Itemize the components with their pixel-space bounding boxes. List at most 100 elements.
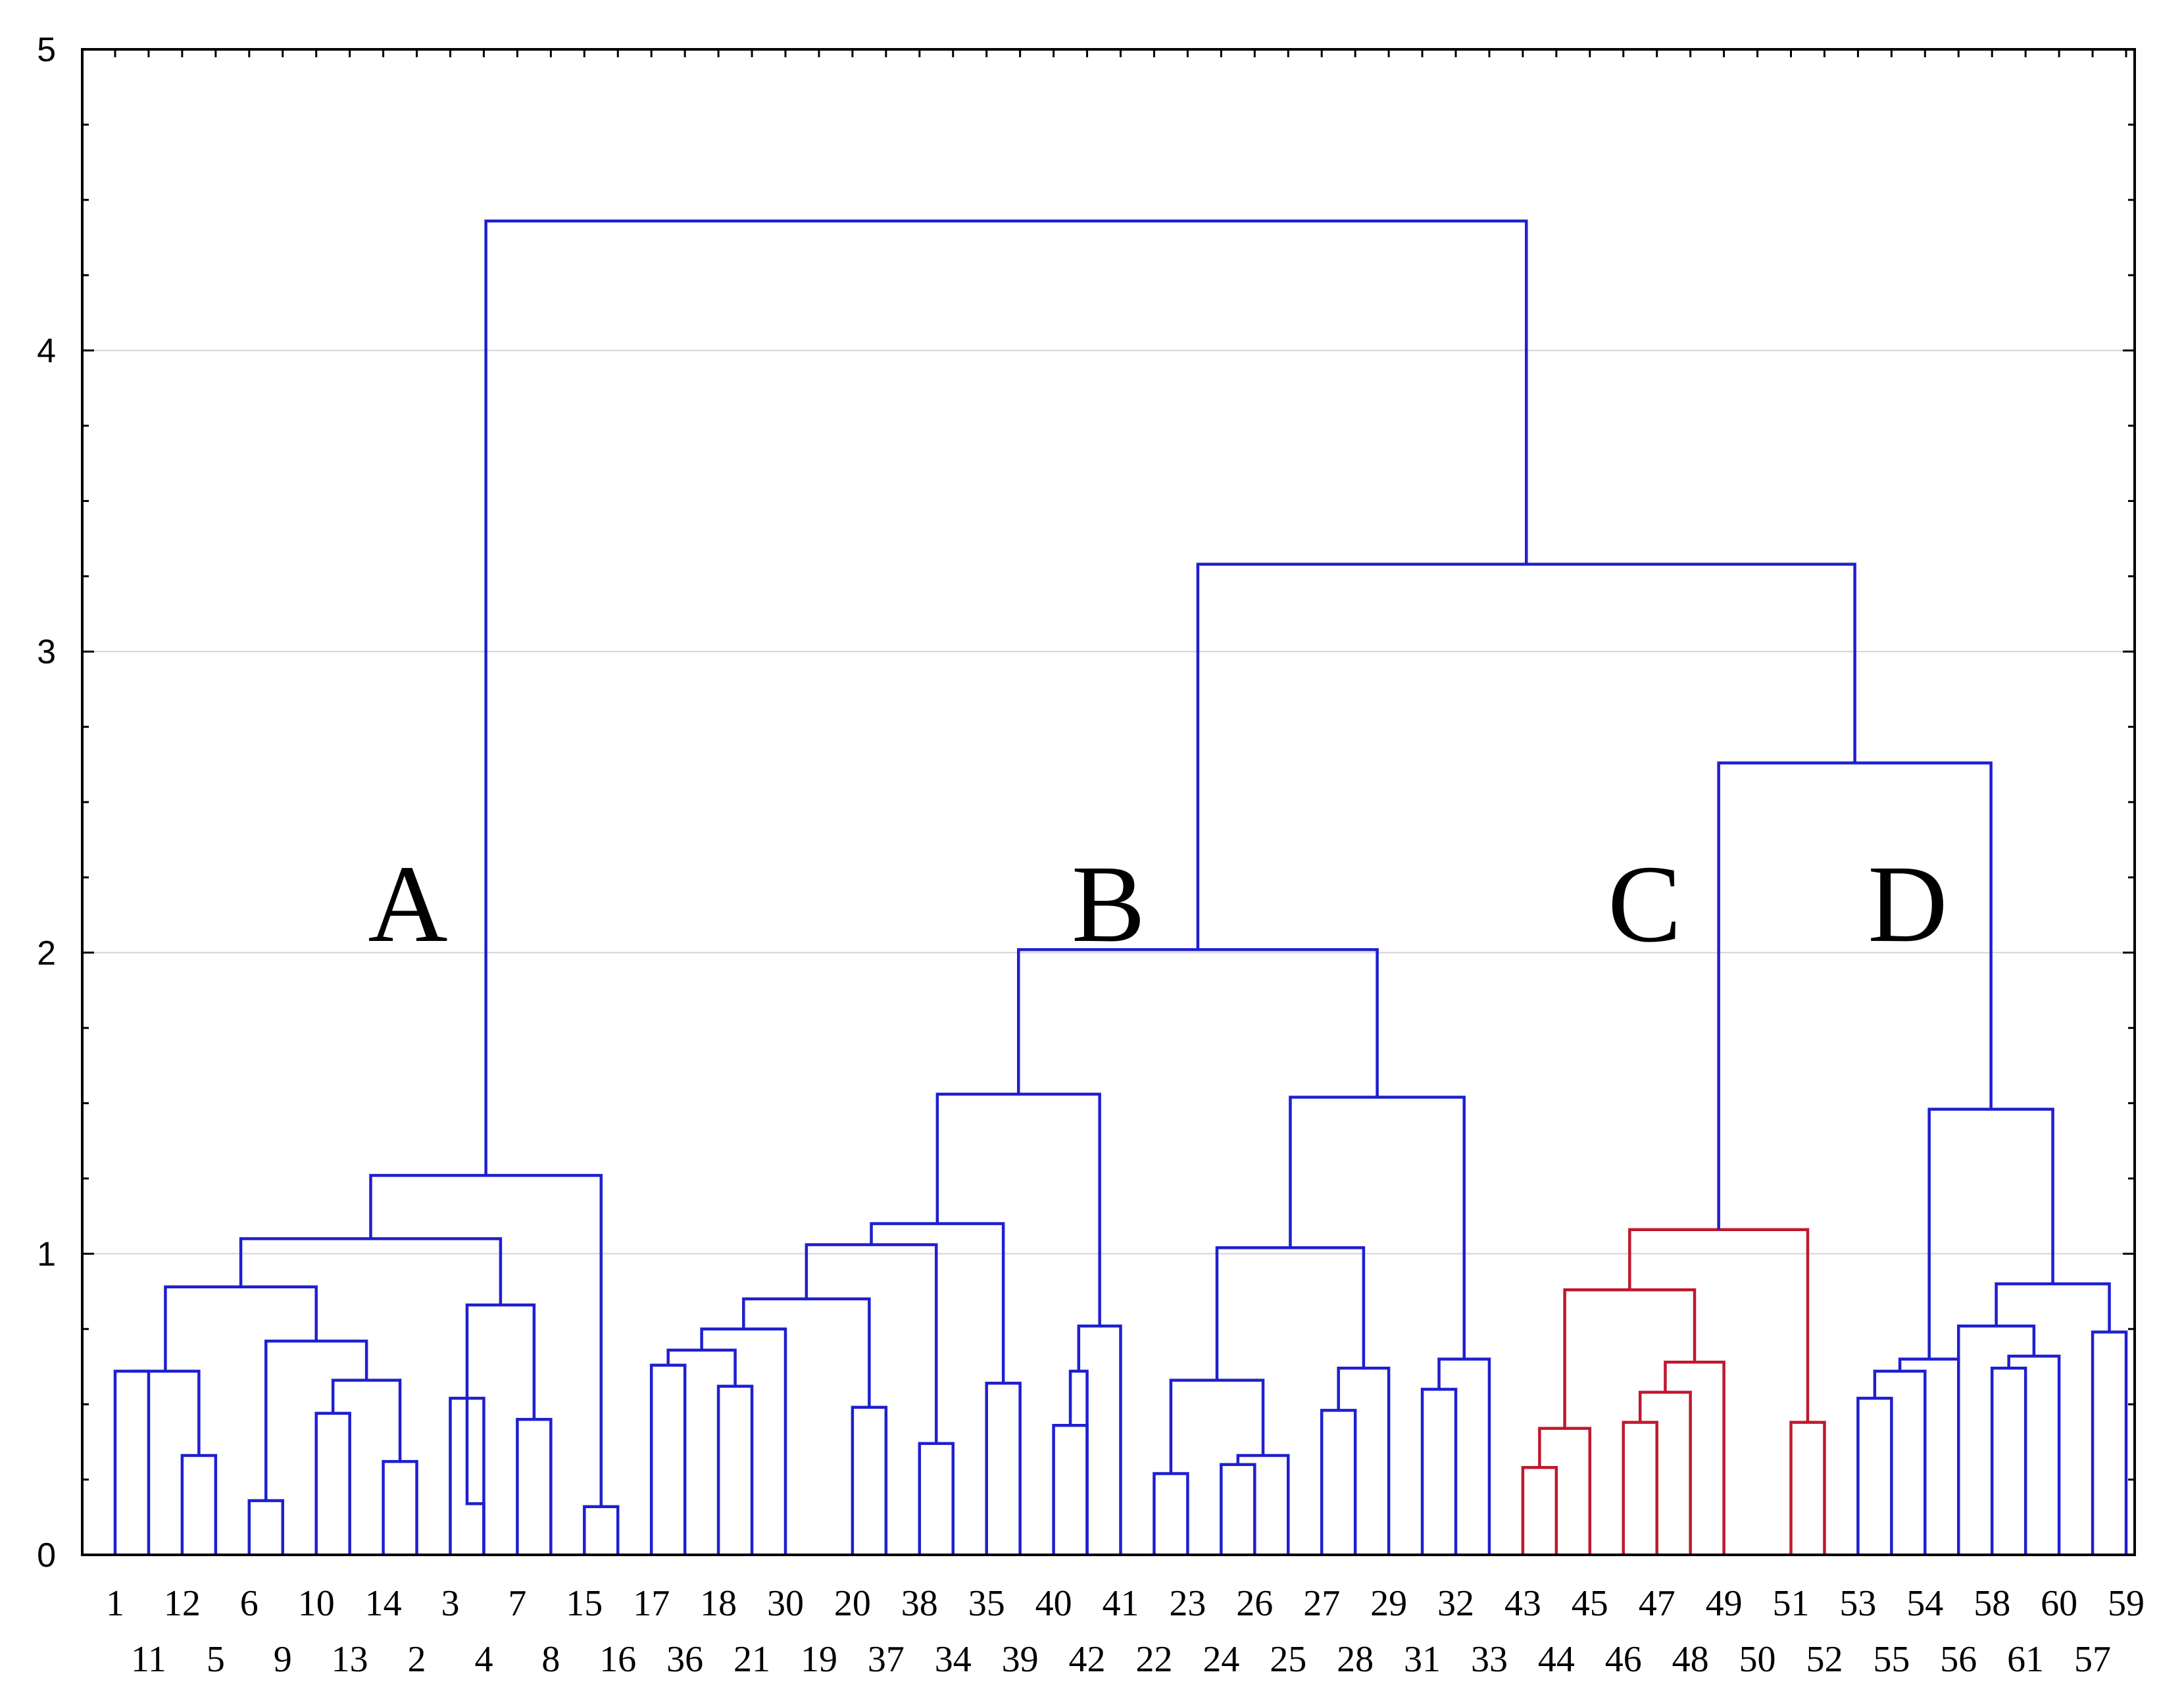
y-tick-labels: 0 1 2 3 4 5 <box>37 31 56 1575</box>
leaf-label-34: 34 <box>935 1639 972 1680</box>
link-a7 <box>331 1379 402 1462</box>
leaf-label-6: 6 <box>240 1583 259 1624</box>
leaf-label-12: 12 <box>164 1583 201 1624</box>
leaf-label-2: 2 <box>408 1639 426 1680</box>
leaf-label-29: 29 <box>1370 1583 1407 1624</box>
link-a3 <box>132 1369 201 1455</box>
link-b2 <box>716 1384 754 1555</box>
leaf-label-27: 27 <box>1303 1583 1340 1624</box>
leaf-label-50: 50 <box>1739 1639 1776 1680</box>
link-b8 <box>805 1243 938 1444</box>
leaf-label-42: 42 <box>1069 1639 1106 1680</box>
link-a11 <box>465 1398 485 1555</box>
leaf-label-30: 30 <box>767 1583 804 1624</box>
link-b18 <box>1169 1379 1265 1474</box>
leaf-label-41: 41 <box>1103 1583 1139 1624</box>
leaf-label-40: 40 <box>1035 1583 1072 1624</box>
leaf-label-3: 3 <box>441 1583 460 1624</box>
link-b17 <box>1236 1454 1290 1555</box>
leaf-label-7: 7 <box>508 1583 526 1624</box>
link-b22 <box>1420 1388 1458 1555</box>
link-b3 <box>666 1348 737 1386</box>
leaf-label-8: 8 <box>541 1639 560 1680</box>
link-b9 <box>985 1381 1022 1555</box>
link-b5 <box>851 1405 888 1555</box>
leaf-label-48: 48 <box>1672 1639 1709 1680</box>
cluster-labels: A B C D <box>368 843 1947 965</box>
link-c2 <box>1538 1427 1592 1555</box>
y-tick-label-2: 2 <box>37 934 56 973</box>
link-b24 <box>1289 1096 1466 1359</box>
leaf-label-4: 4 <box>474 1639 493 1680</box>
link-b20 <box>1337 1367 1391 1555</box>
leaf-label-9: 9 <box>274 1639 292 1680</box>
link-a13 <box>465 1303 536 1420</box>
link-b15 <box>1153 1472 1189 1555</box>
y-tick-label-4: 4 <box>37 332 56 370</box>
link-c6 <box>1563 1288 1697 1429</box>
cluster-label-A: A <box>368 843 447 965</box>
link-b19 <box>1320 1409 1357 1555</box>
leaf-label-5: 5 <box>207 1639 225 1680</box>
link-a9 <box>164 1285 318 1371</box>
leaf-label-28: 28 <box>1337 1639 1374 1680</box>
leaf-label-60: 60 <box>2041 1583 2077 1624</box>
leaf-label-37: 37 <box>868 1639 905 1680</box>
y-tick-label-5: 5 <box>37 31 56 69</box>
leaf-label-11: 11 <box>131 1639 166 1680</box>
leaf-label-1: 1 <box>106 1583 124 1624</box>
leaf-label-17: 17 <box>633 1583 670 1624</box>
leaf-label-31: 31 <box>1404 1639 1441 1680</box>
link-c4 <box>1638 1390 1692 1555</box>
link-a1 <box>113 1369 151 1555</box>
link-c1 <box>1521 1466 1558 1555</box>
link-b13 <box>1077 1324 1122 1555</box>
link-d3 <box>1898 1357 1960 1555</box>
link-a6 <box>382 1459 418 1555</box>
leaf-label-51: 51 <box>1773 1583 1810 1624</box>
leaf-label-49: 49 <box>1706 1583 1743 1624</box>
leaf-label-33: 33 <box>1471 1639 1508 1680</box>
leaf-label-59: 59 <box>2108 1583 2145 1624</box>
link-a12 <box>516 1417 553 1555</box>
y-tick-label-1: 1 <box>37 1235 56 1273</box>
leaf-label-53: 53 <box>1839 1583 1876 1624</box>
link-c5 <box>1664 1360 1725 1555</box>
link-b11 <box>1052 1423 1089 1555</box>
link-a14 <box>239 1237 503 1305</box>
cluster-label-C: C <box>1608 843 1681 965</box>
leaf-label-55: 55 <box>1873 1639 1910 1680</box>
link-a15 <box>583 1505 620 1555</box>
grid-lines <box>82 349 2135 1255</box>
leaf-label-14: 14 <box>365 1583 402 1624</box>
link-d5 <box>2007 1354 2061 1555</box>
leaf-label-39: 39 <box>1002 1639 1039 1680</box>
leaf-label-58: 58 <box>1973 1583 2010 1624</box>
y-tick-label-0: 0 <box>37 1536 56 1575</box>
leaf-label-54: 54 <box>1906 1583 1943 1624</box>
leaf-label-13: 13 <box>332 1639 368 1680</box>
leaf-label-25: 25 <box>1270 1639 1306 1680</box>
link-root <box>484 219 1528 1176</box>
leaf-label-16: 16 <box>599 1639 636 1680</box>
leaf-label-36: 36 <box>666 1639 703 1680</box>
cluster-label-D: D <box>1868 843 1947 965</box>
link-BCD <box>1196 563 1856 950</box>
leaf-label-56: 56 <box>1940 1639 1977 1680</box>
leaf-label-47: 47 <box>1639 1583 1675 1624</box>
leaf-label-24: 24 <box>1203 1639 1239 1680</box>
leaf-label-61: 61 <box>2007 1639 2044 1680</box>
dendrogram-links <box>113 219 2128 1555</box>
leaf-label-43: 43 <box>1504 1583 1541 1624</box>
link-c3 <box>1622 1421 1658 1555</box>
leaf-label-46: 46 <box>1605 1639 1642 1680</box>
leaf-label-38: 38 <box>901 1583 938 1624</box>
leaf-label-32: 32 <box>1437 1583 1474 1624</box>
link-b4 <box>700 1327 787 1555</box>
leaf-label-35: 35 <box>968 1583 1005 1624</box>
link-a4 <box>247 1499 284 1555</box>
leaf-label-44: 44 <box>1538 1639 1575 1680</box>
link-b1 <box>649 1363 687 1555</box>
link-b21 <box>1215 1246 1366 1380</box>
